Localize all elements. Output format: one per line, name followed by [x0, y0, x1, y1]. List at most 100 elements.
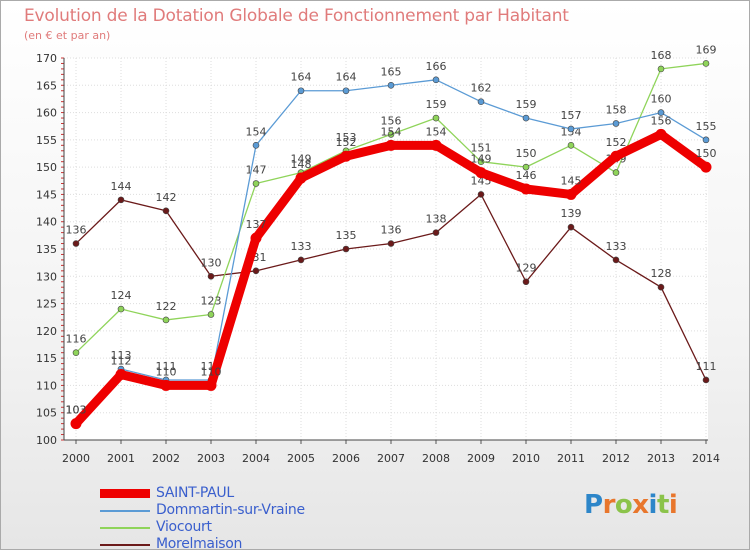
legend-item-saint-paul: SAINT-PAUL: [100, 485, 360, 502]
data-label-saint-paul: 154: [381, 125, 402, 138]
x-tick-label: 2014: [692, 452, 720, 465]
y-tick-label: 125: [36, 298, 57, 311]
data-label-saint-paul: 145: [561, 174, 582, 187]
data-label-dommartin-sur-vraine: 164: [291, 71, 312, 84]
data-label-saint-paul: 148: [291, 158, 312, 171]
x-tick-label: 2011: [557, 452, 585, 465]
brand-letter: o: [614, 490, 633, 520]
data-label-viocourt: 147: [246, 164, 267, 177]
brand-letter: x: [632, 490, 649, 520]
legend-label-morelmaison: Morelmaison: [156, 536, 243, 552]
data-point-dommartin-sur-vraine: [477, 98, 485, 105]
data-point-saint-paul: [70, 418, 82, 430]
brand-letter: i: [668, 490, 678, 520]
data-point-saint-paul: [700, 161, 712, 173]
data-label-morelmaison: 130: [201, 256, 222, 269]
data-point-viocourt: [387, 131, 395, 138]
data-label-dommartin-sur-vraine: 160: [651, 93, 672, 106]
x-tick-label: 2002: [152, 452, 180, 465]
brand-letter: i: [648, 490, 658, 520]
data-point-viocourt: [207, 311, 215, 318]
data-point-morelmaison: [207, 272, 215, 280]
legend-swatch-dommartin: [100, 510, 150, 512]
data-point-morelmaison: [342, 245, 350, 253]
data-point-morelmaison: [297, 256, 305, 264]
data-point-saint-paul: [565, 188, 577, 200]
data-point-viocourt: [567, 142, 575, 149]
data-point-saint-paul: [520, 183, 532, 195]
data-point-viocourt: [702, 60, 710, 67]
data-label-morelmaison: 142: [156, 191, 177, 204]
brand-letter: P: [584, 490, 603, 520]
data-label-viocourt: 124: [111, 289, 132, 302]
y-tick-label: 100: [36, 434, 57, 447]
data-label-morelmaison: 136: [66, 224, 87, 237]
data-point-saint-paul: [655, 128, 667, 140]
y-tick-label: 150: [36, 161, 57, 174]
proxiti-logo: Proxiti: [584, 490, 678, 520]
data-point-morelmaison: [702, 376, 710, 384]
data-label-dommartin-sur-vraine: 164: [336, 71, 357, 84]
chart-subtitle: (en € et par an): [24, 29, 111, 42]
data-label-morelmaison: 135: [336, 229, 357, 242]
legend-label-viocourt: Viocourt: [156, 519, 212, 535]
data-label-saint-paul: 110: [201, 365, 222, 378]
brand-letter: r: [602, 490, 616, 520]
data-point-saint-paul: [385, 139, 397, 151]
y-tick-label: 105: [36, 407, 57, 420]
brand-letter: t: [656, 490, 669, 520]
data-point-morelmaison: [432, 229, 440, 236]
data-label-morelmaison: 129: [516, 262, 537, 275]
data-label-viocourt: 116: [66, 333, 87, 346]
legend-swatch-viocourt: [100, 527, 150, 529]
data-label-dommartin-sur-vraine: 157: [561, 109, 582, 122]
data-label-morelmaison: 139: [561, 207, 582, 220]
data-point-saint-paul: [115, 369, 127, 381]
y-tick-label: 110: [36, 379, 57, 392]
data-point-dommartin-sur-vraine: [522, 114, 530, 122]
data-point-morelmaison: [567, 223, 575, 231]
data-label-morelmaison: 144: [111, 180, 132, 193]
data-label-saint-paul: 156: [651, 114, 672, 127]
data-label-saint-paul: 152: [336, 136, 357, 149]
data-point-viocourt: [657, 65, 665, 73]
data-point-saint-paul: [475, 167, 487, 179]
data-label-dommartin-sur-vraine: 162: [471, 82, 492, 95]
data-label-morelmaison: 138: [426, 213, 447, 226]
data-point-saint-paul: [340, 150, 352, 162]
x-tick-label: 2008: [422, 452, 450, 465]
data-label-viocourt: 168: [651, 49, 672, 62]
x-tick-label: 2010: [512, 452, 540, 465]
data-label-saint-paul: 137: [246, 218, 267, 231]
data-label-viocourt: 159: [426, 98, 447, 111]
data-point-dommartin-sur-vraine: [342, 87, 350, 95]
data-label-viocourt: 169: [696, 43, 717, 56]
legend-swatch-saint-paul: [100, 489, 150, 498]
data-label-viocourt: 122: [156, 300, 177, 313]
data-label-dommartin-sur-vraine: 113: [111, 349, 132, 362]
data-point-saint-paul: [250, 232, 262, 244]
data-point-saint-paul: [160, 379, 172, 391]
data-point-morelmaison: [162, 207, 170, 215]
data-point-saint-paul: [610, 150, 622, 162]
x-tick-label: 2006: [332, 452, 360, 465]
data-label-morelmaison: 136: [381, 224, 402, 237]
data-point-dommartin-sur-vraine: [297, 87, 305, 95]
data-label-saint-paul: 146: [516, 169, 537, 182]
data-label-saint-paul: 110: [156, 365, 177, 378]
y-tick-label: 135: [36, 243, 57, 256]
data-label-saint-paul: 154: [426, 125, 447, 138]
y-tick-label: 140: [36, 216, 57, 229]
data-point-dommartin-sur-vraine: [612, 120, 620, 127]
data-point-morelmaison: [477, 191, 485, 198]
data-point-dommartin-sur-vraine: [387, 81, 395, 89]
legend-item-morelmaison: Morelmaison: [100, 536, 360, 553]
data-point-saint-paul: [205, 379, 217, 391]
data-point-morelmaison: [387, 240, 395, 247]
data-label-saint-paul: 152: [606, 136, 627, 149]
legend-swatch-morelmaison: [100, 544, 150, 546]
data-label-saint-paul: 150: [696, 147, 717, 160]
data-point-dommartin-sur-vraine: [567, 125, 575, 133]
x-tick-label: 2007: [377, 452, 405, 465]
data-point-dommartin-sur-vraine: [657, 109, 665, 116]
